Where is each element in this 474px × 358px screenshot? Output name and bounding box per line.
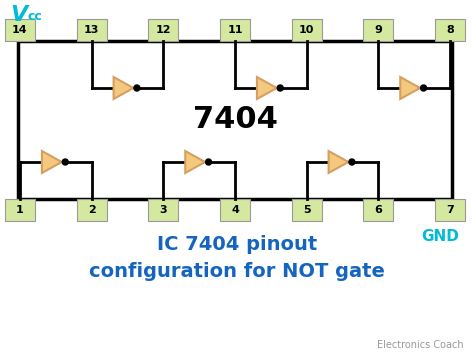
Text: 4: 4	[231, 205, 239, 215]
FancyBboxPatch shape	[364, 19, 393, 41]
FancyBboxPatch shape	[220, 199, 250, 221]
FancyBboxPatch shape	[435, 199, 465, 221]
Text: IC 7404 pinout: IC 7404 pinout	[157, 235, 317, 254]
Text: 12: 12	[155, 25, 171, 35]
Text: 7: 7	[446, 205, 454, 215]
Text: 8: 8	[446, 25, 454, 35]
Polygon shape	[328, 151, 348, 173]
Circle shape	[134, 85, 140, 91]
FancyBboxPatch shape	[364, 199, 393, 221]
FancyBboxPatch shape	[292, 199, 322, 221]
Text: 13: 13	[84, 25, 100, 35]
Text: 5: 5	[303, 205, 310, 215]
Text: 3: 3	[160, 205, 167, 215]
Bar	[18, 41, 452, 199]
Circle shape	[277, 85, 283, 91]
FancyBboxPatch shape	[5, 199, 35, 221]
Circle shape	[420, 85, 427, 91]
FancyBboxPatch shape	[77, 199, 107, 221]
Text: 7404: 7404	[192, 106, 277, 135]
Polygon shape	[257, 77, 277, 99]
FancyBboxPatch shape	[77, 19, 107, 41]
FancyBboxPatch shape	[292, 19, 322, 41]
FancyBboxPatch shape	[148, 199, 178, 221]
Text: configuration for NOT gate: configuration for NOT gate	[89, 262, 385, 281]
Text: V: V	[10, 5, 27, 25]
FancyBboxPatch shape	[220, 19, 250, 41]
Text: 1: 1	[16, 205, 24, 215]
Polygon shape	[114, 77, 133, 99]
Circle shape	[349, 159, 355, 165]
Polygon shape	[42, 151, 62, 173]
Circle shape	[206, 159, 211, 165]
Text: cc: cc	[28, 10, 43, 23]
Text: GND: GND	[421, 229, 459, 244]
FancyBboxPatch shape	[148, 19, 178, 41]
Circle shape	[62, 159, 68, 165]
Text: 2: 2	[88, 205, 96, 215]
Polygon shape	[185, 151, 205, 173]
Text: 9: 9	[374, 25, 382, 35]
Text: 11: 11	[227, 25, 243, 35]
Text: Electronics Coach: Electronics Coach	[377, 340, 464, 350]
Text: 10: 10	[299, 25, 314, 35]
Text: 6: 6	[374, 205, 382, 215]
Polygon shape	[400, 77, 420, 99]
FancyBboxPatch shape	[5, 19, 35, 41]
FancyBboxPatch shape	[435, 19, 465, 41]
Text: 14: 14	[12, 25, 28, 35]
